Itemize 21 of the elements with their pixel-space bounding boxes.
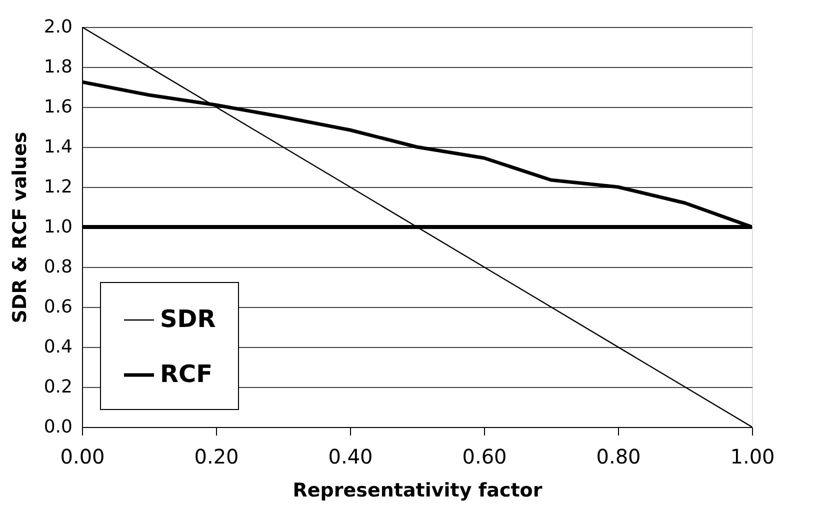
y-tick-label: 0.4 [44,336,72,358]
x-tick-label: 0.00 [60,444,105,468]
y-tick-label: 2.0 [44,16,72,38]
legend-label: RCF [160,360,212,388]
y-tick-label: 1.8 [44,56,72,78]
x-tick-label: 0.40 [328,444,373,468]
y-tick-label: 0.2 [44,376,72,398]
y-tick-label: 0.0 [44,416,72,438]
y-tick-label: 1.2 [44,176,72,198]
x-tick-label: 0.20 [194,444,239,468]
y-tick-label: 1.6 [44,96,72,118]
x-tick-label: 1.00 [730,444,775,468]
legend-label: SDR [160,305,216,333]
x-tick-label: 0.80 [596,444,641,468]
y-tick-label: 0.6 [44,296,72,318]
y-tick-label: 1.4 [44,136,72,158]
y-axis-title: SDR & RCF values [8,132,31,324]
x-tick-label: 0.60 [462,444,507,468]
y-tick-label: 0.8 [44,256,72,278]
x-axis-title: Representativity factor [292,480,543,502]
y-tick-label: 1.0 [44,216,72,238]
